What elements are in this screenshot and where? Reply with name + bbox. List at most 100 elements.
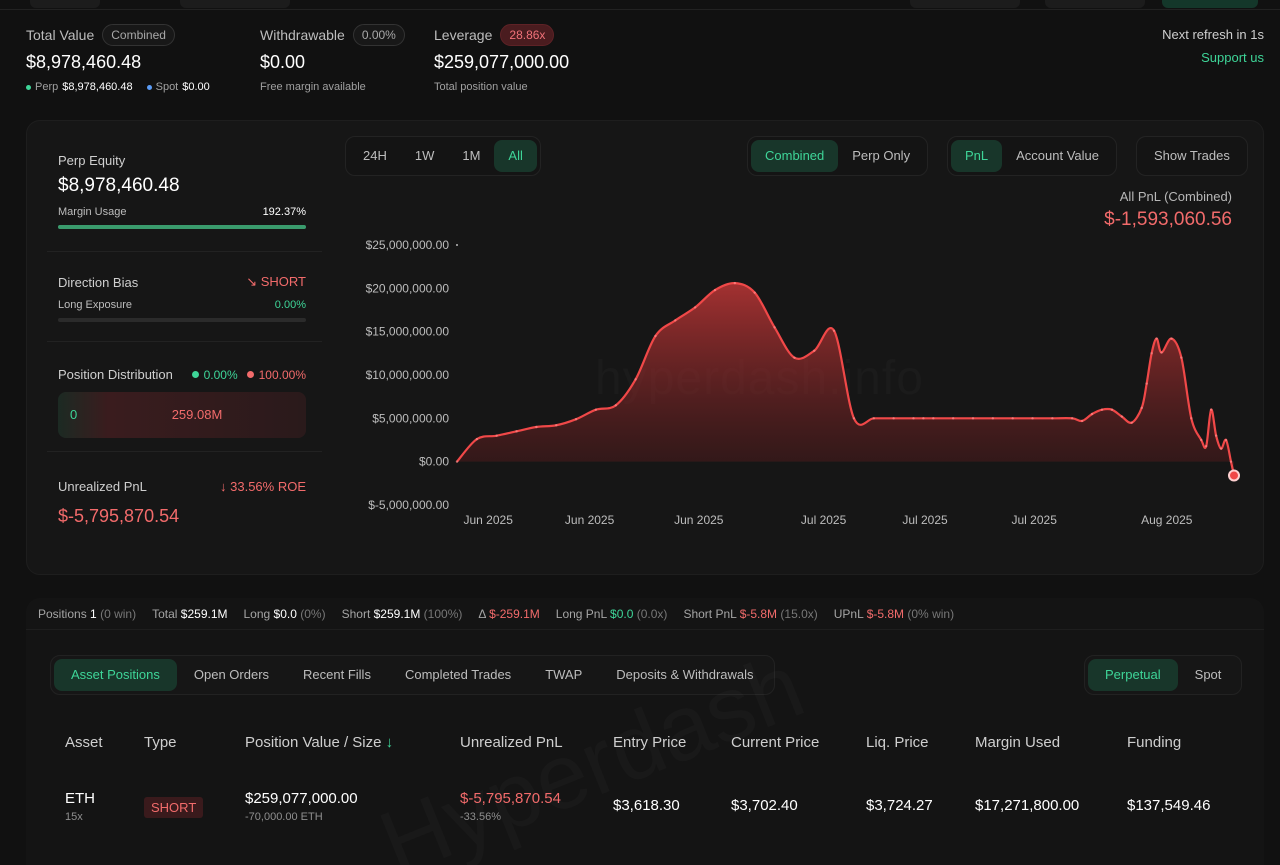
cell-margin-used: $17,271,800.00	[975, 797, 1080, 814]
col-asset[interactable]: Asset	[65, 734, 103, 751]
col-current-price[interactable]: Current Price	[731, 734, 820, 751]
distribution-bar: 0 259.08M	[58, 392, 306, 438]
combined-badge: Combined	[102, 24, 175, 46]
mode-combined[interactable]: Combined	[751, 140, 839, 172]
long-dot-icon	[191, 371, 199, 378]
col-position-value[interactable]: Position Value / Size ↓	[245, 734, 393, 751]
tab-deposits-withdrawals[interactable]: Deposits & Withdrawals	[616, 667, 754, 682]
arrow-down-icon: ↓	[220, 479, 227, 494]
dist-short-pct: 100.00%	[258, 367, 306, 382]
chart-caption: All PnL (Combined)	[1119, 189, 1232, 204]
short-badge: SHORT	[144, 797, 204, 818]
x-tick-label: Aug 2025	[1141, 513, 1193, 527]
stat-delta-label: Δ	[478, 606, 486, 621]
position-size: -70,000.00 ETH	[245, 811, 323, 823]
nav-stub-primary[interactable]	[1162, 0, 1258, 8]
pnl-point	[555, 424, 558, 427]
pnl-point	[634, 378, 637, 381]
pnl-point	[922, 417, 925, 420]
mode-selector: Combined Perp Only	[747, 136, 929, 176]
cell-position-value: $259,077,000.00 -70,000.00 ETH	[245, 790, 358, 823]
cell-asset[interactable]: ETH 15x	[65, 790, 95, 823]
perp-label: Perp	[35, 81, 59, 93]
pnl-point	[1150, 352, 1153, 355]
pnl-point	[852, 417, 856, 420]
tab-open-orders[interactable]: Open Orders	[193, 667, 270, 682]
asset-leverage: 15x	[65, 811, 83, 823]
total-value-block: Total Value Combined $8,978,460.48 Perp …	[26, 24, 220, 93]
withdrawable-sub: Free margin available	[260, 81, 366, 93]
cell-entry-price: $3,618.30	[613, 797, 680, 814]
stat-long: $0.0	[273, 606, 297, 621]
nav-stub[interactable]	[30, 0, 100, 8]
nav-stub[interactable]	[910, 0, 1020, 8]
leverage-block: Leverage 28.86x $259,077,000.00 Total po…	[434, 24, 569, 93]
pnl-point	[1140, 406, 1143, 410]
long-exposure-bar	[58, 318, 306, 322]
asset-symbol: ETH	[65, 790, 95, 807]
pnl-point	[951, 417, 955, 420]
stat-upnl-win: (0% win)	[907, 606, 955, 621]
y-tick-label: $25,000,000.00	[366, 238, 450, 252]
stat-long-pct: (0%)	[300, 606, 326, 621]
col-entry-price[interactable]: Entry Price	[613, 734, 687, 751]
current-pnl-marker[interactable]	[1228, 469, 1240, 482]
stat-long-pnl-x: (0.0x)	[636, 606, 668, 621]
x-tick-label: Jul 2025	[801, 513, 847, 527]
stat-short: $259.1M	[373, 606, 421, 621]
dist-short-value: 259.08M	[171, 407, 223, 422]
mode-perp-only[interactable]: Perp Only	[852, 148, 911, 163]
pnl-chart[interactable]: $25,000,000.00 $20,000,000.00 $15,000,000.…	[357, 231, 1257, 551]
range-all[interactable]: All	[494, 140, 537, 172]
cell-liq-price: $3,724.27	[866, 797, 933, 814]
long-exposure-value: 0.00%	[274, 299, 306, 311]
range-24h[interactable]: 24H	[363, 148, 387, 163]
metric-pnl[interactable]: PnL	[951, 140, 1003, 172]
tab-twap[interactable]: TWAP	[545, 667, 583, 682]
stat-short-pnl: $-5.8M	[739, 606, 778, 621]
range-1w[interactable]: 1W	[414, 148, 435, 163]
nav-stub[interactable]	[1045, 0, 1145, 8]
upnl-label: Unrealized PnL	[58, 479, 147, 494]
col-funding[interactable]: Funding	[1127, 734, 1182, 751]
pnl-point	[971, 417, 975, 420]
metric-account-value[interactable]: Account Value	[1016, 148, 1100, 163]
pnl-point	[674, 319, 677, 322]
stat-total: $259.1M	[180, 606, 228, 621]
row-upnl: $-5,795,870.54	[460, 790, 561, 807]
show-trades-button[interactable]: Show Trades	[1154, 148, 1230, 163]
stat-upnl: $-5.8M	[866, 606, 905, 621]
perp-equity-value: $8,978,460.48	[58, 175, 180, 196]
tab-perpetual[interactable]: Perpetual	[1088, 659, 1178, 691]
nav-stub[interactable]	[180, 0, 290, 8]
spot-dot-icon	[146, 84, 152, 90]
metric-selector: PnL Account Value	[947, 136, 1118, 176]
support-link[interactable]: Support us	[1201, 50, 1264, 65]
col-unrealized-pnl[interactable]: Unrealized PnL	[460, 734, 563, 751]
dist-long-value: 0	[70, 407, 78, 422]
total-value-label: Total Value	[26, 27, 95, 43]
x-tick-label: Jun 2025	[674, 513, 724, 527]
range-1m[interactable]: 1M	[462, 148, 481, 163]
tab-recent-fills[interactable]: Recent Fills	[303, 667, 371, 682]
divider	[47, 451, 322, 452]
tab-asset-positions[interactable]: Asset Positions	[54, 659, 177, 691]
pnl-point	[455, 460, 459, 463]
pnl-point	[872, 417, 875, 420]
col-position-value-label: Position Value / Size	[245, 734, 382, 751]
col-liq-price[interactable]: Liq. Price	[866, 734, 929, 751]
pnl-point	[515, 430, 518, 433]
withdrawable-block: Withdrawable 0.00% $0.00 Free margin ava…	[260, 24, 405, 93]
stat-positions: 1	[90, 606, 97, 621]
stat-short-pct: (100%)	[423, 606, 463, 621]
upnl-value: $-5,795,870.54	[58, 506, 180, 526]
tab-completed-trades[interactable]: Completed Trades	[404, 667, 512, 682]
col-type[interactable]: Type	[144, 734, 177, 751]
col-margin-used[interactable]: Margin Used	[975, 734, 1061, 751]
spot-label: Spot	[155, 81, 179, 93]
pnl-point	[475, 437, 479, 441]
pnl-point	[1080, 419, 1084, 423]
pnl-point	[1155, 337, 1158, 340]
tab-spot[interactable]: Spot	[1194, 667, 1222, 682]
pnl-point	[594, 408, 598, 411]
